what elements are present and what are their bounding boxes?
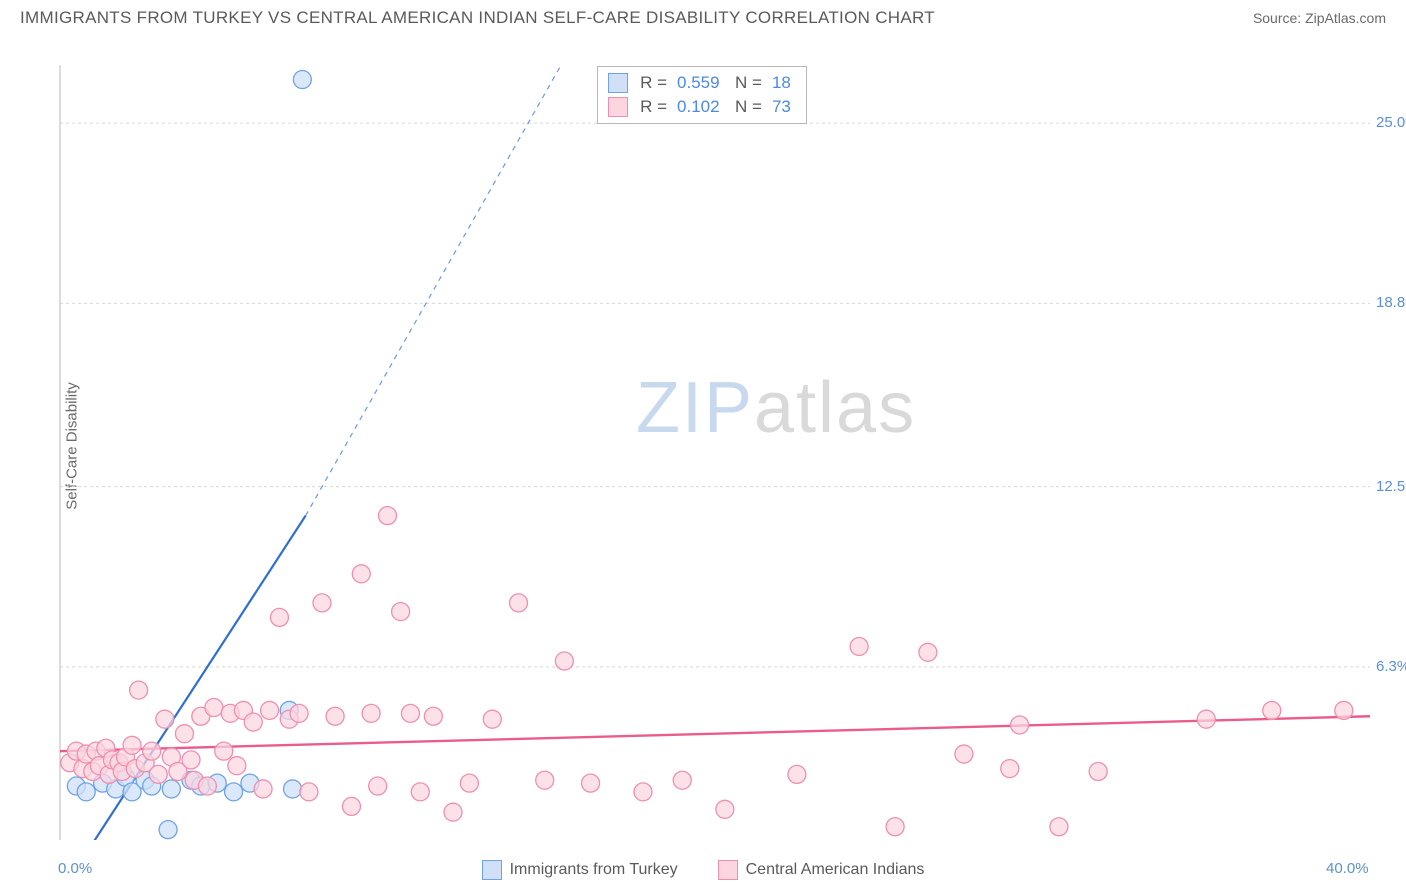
y-tick-label: 12.5% xyxy=(1376,478,1406,495)
y-tick-label: 18.8% xyxy=(1376,294,1406,311)
legend-label: Central American Indians xyxy=(746,861,925,879)
legend-item: Immigrants from Turkey xyxy=(482,860,678,880)
scatter-plot xyxy=(50,40,1390,840)
r-value: 0.559 xyxy=(677,73,723,93)
n-value: 73 xyxy=(772,97,796,117)
series-swatch xyxy=(608,73,628,93)
stats-row: R = 0.102 N = 73 xyxy=(608,95,796,119)
legend-label: Immigrants from Turkey xyxy=(510,861,678,879)
stats-legend-box: R = 0.559 N = 18 R = 0.102 N = 73 xyxy=(597,66,807,124)
series-swatch xyxy=(608,97,628,117)
chart-title: IMMIGRANTS FROM TURKEY VS CENTRAL AMERIC… xyxy=(20,8,935,28)
y-tick-label: 25.0% xyxy=(1376,114,1406,131)
n-value: 18 xyxy=(772,73,796,93)
source-attribution: Source: ZipAtlas.com xyxy=(1253,10,1386,26)
series-swatch xyxy=(718,860,738,880)
bottom-legend: Immigrants from Turkey Central American I… xyxy=(0,860,1406,880)
r-value: 0.102 xyxy=(677,97,723,117)
chart-area: ZIPatlas R = 0.559 N = 18 R = 0.102 N = … xyxy=(50,40,1390,840)
header: IMMIGRANTS FROM TURKEY VS CENTRAL AMERIC… xyxy=(0,0,1406,32)
legend-item: Central American Indians xyxy=(718,860,925,880)
stats-row: R = 0.559 N = 18 xyxy=(608,71,796,95)
y-tick-label: 6.3% xyxy=(1376,658,1406,675)
series-swatch xyxy=(482,860,502,880)
